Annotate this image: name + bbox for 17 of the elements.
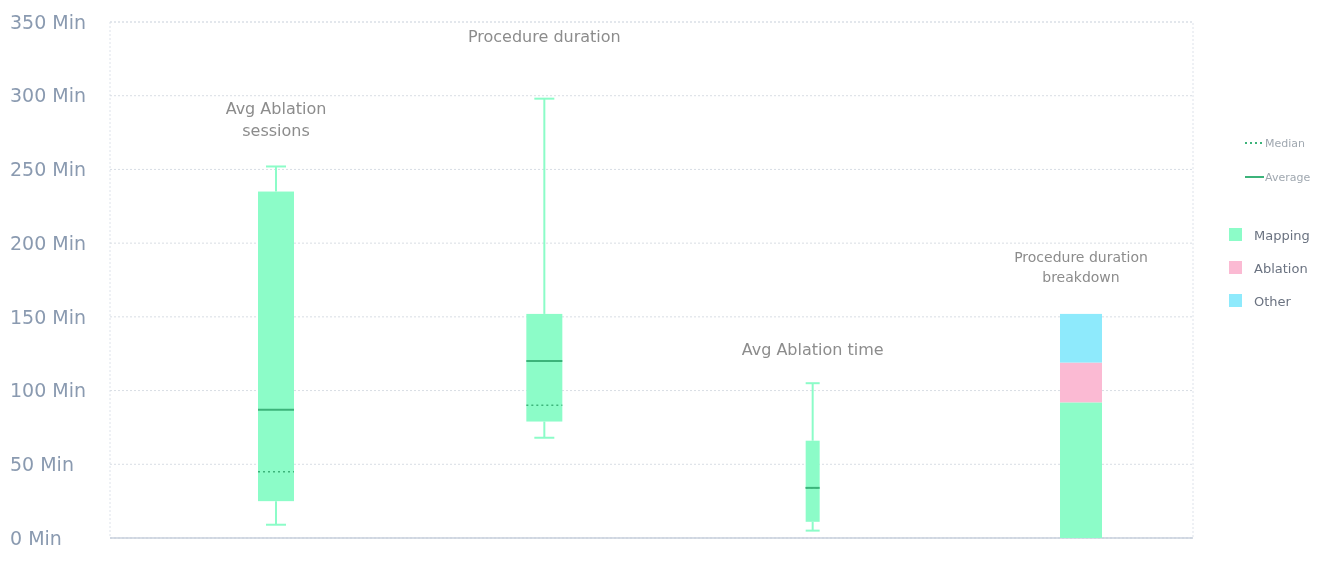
y-tick-label: 200 Min (10, 231, 87, 254)
legend-label: Ablation (1254, 260, 1308, 276)
x-tick-label: Avg Ablation time (741, 340, 884, 360)
legend-label: Other (1254, 293, 1292, 309)
y-tick-label: 50 Min (10, 452, 74, 475)
text: Median (1265, 136, 1306, 150)
y-tick-label: 350 Min (10, 10, 87, 33)
y-tick-label: 100 Min (10, 379, 87, 402)
text: Average (1265, 170, 1311, 184)
y-tick-label: 300 Min (10, 84, 87, 107)
y-tick-label: 250 Min (10, 158, 87, 181)
x-tick-label: Avg Ablation sessions (225, 99, 327, 141)
legend-label: Mapping (1254, 227, 1310, 243)
y-tick-label: 150 Min (10, 305, 87, 328)
y-tick-label: 0 Min (10, 526, 62, 549)
x-tick-label: Procedure duration (467, 27, 621, 46)
x-tick-label: Procedure duration breakdown (1014, 248, 1148, 285)
